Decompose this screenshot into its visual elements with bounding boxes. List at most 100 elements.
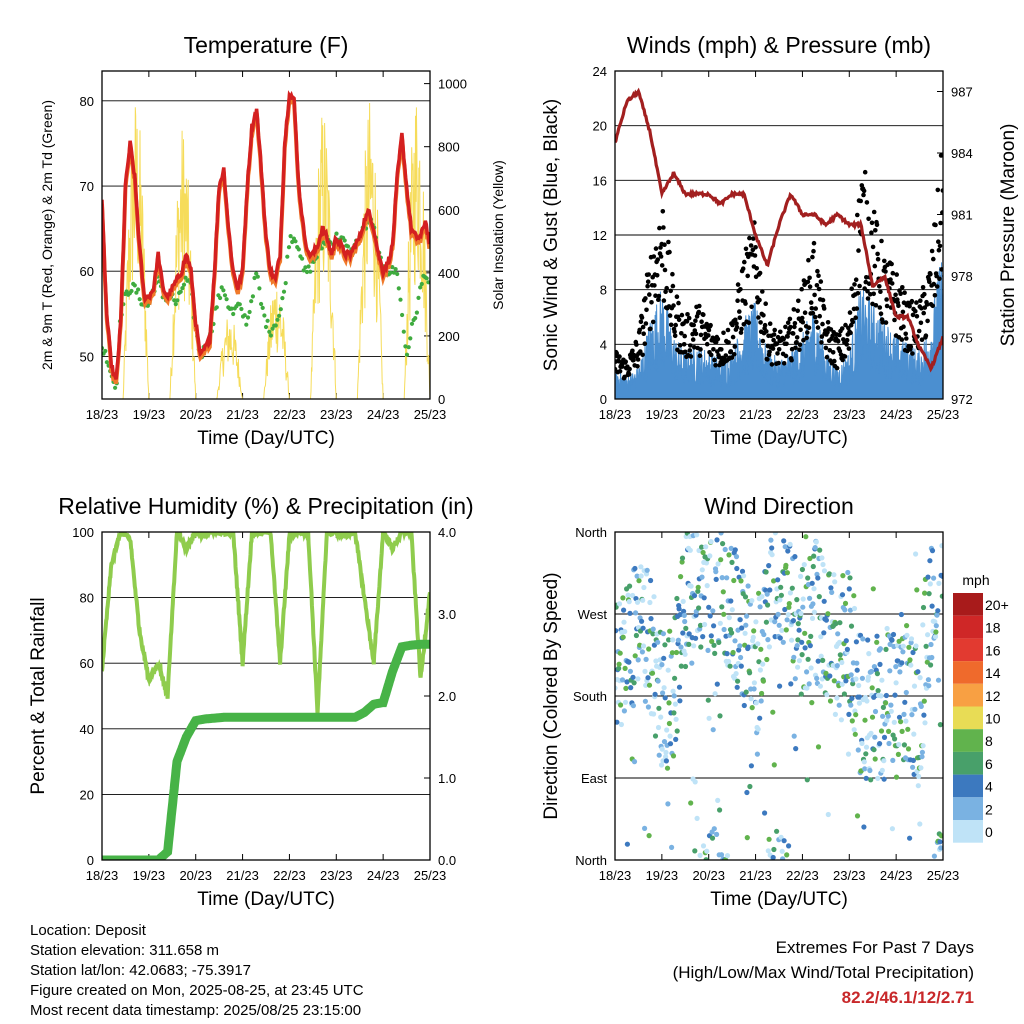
direction-point bbox=[835, 631, 841, 637]
direction-point bbox=[633, 632, 640, 639]
sonic-wind-area bbox=[615, 262, 943, 399]
direction-point bbox=[681, 612, 687, 619]
direction-point bbox=[926, 591, 932, 597]
direction-point bbox=[707, 613, 713, 619]
direction-point bbox=[716, 639, 722, 646]
x-tick-label: 20/23 bbox=[692, 407, 725, 422]
gust-point bbox=[843, 322, 848, 328]
x-axis-label: Time (Day/UTC) bbox=[197, 428, 335, 449]
gust-point bbox=[844, 342, 849, 347]
gust-point bbox=[688, 343, 693, 348]
direction-point bbox=[890, 757, 896, 764]
direction-point bbox=[915, 669, 921, 675]
direction-point bbox=[666, 637, 672, 643]
direction-point bbox=[777, 635, 783, 641]
gust-point bbox=[732, 344, 738, 349]
gust-point bbox=[914, 300, 919, 305]
direction-point bbox=[688, 800, 694, 806]
direction-point bbox=[710, 608, 716, 614]
direction-point bbox=[754, 751, 761, 757]
gust-point bbox=[658, 254, 664, 259]
dewpoint-point bbox=[221, 288, 226, 293]
direction-point bbox=[671, 710, 677, 716]
dewpoint-point bbox=[183, 275, 188, 280]
x-tick-label: 22/23 bbox=[273, 407, 306, 422]
gust-point bbox=[757, 297, 762, 303]
gust-point bbox=[800, 319, 806, 325]
gust-point bbox=[921, 310, 926, 316]
legend-swatch bbox=[953, 729, 983, 752]
y-tick-label: 20 bbox=[80, 787, 94, 802]
direction-point bbox=[922, 720, 928, 726]
gust-point bbox=[651, 254, 657, 259]
direction-point bbox=[919, 749, 926, 755]
direction-point bbox=[688, 583, 694, 589]
gust-point bbox=[828, 327, 834, 332]
direction-point bbox=[762, 810, 768, 816]
y-tick-label: East bbox=[581, 771, 607, 786]
gust-point bbox=[643, 321, 649, 326]
direction-point bbox=[662, 695, 668, 701]
gust-point bbox=[653, 293, 658, 299]
direction-point bbox=[720, 589, 726, 595]
direction-point bbox=[643, 682, 649, 688]
direction-point bbox=[727, 663, 733, 669]
gust-point bbox=[640, 324, 646, 330]
x-tick-label: 21/23 bbox=[739, 868, 772, 883]
direction-point bbox=[662, 642, 668, 648]
direction-point bbox=[630, 674, 636, 680]
y2-tick-label: 400 bbox=[438, 266, 460, 281]
direction-point bbox=[659, 746, 665, 752]
direction-point bbox=[678, 663, 684, 669]
direction-point bbox=[681, 608, 687, 614]
direction-point bbox=[888, 702, 894, 708]
dewpoint-point bbox=[132, 283, 137, 288]
extremes-title: Extremes For Past 7 Days bbox=[775, 938, 974, 957]
gust-point bbox=[656, 293, 662, 299]
dewpoint-point bbox=[172, 298, 177, 303]
direction-point bbox=[781, 538, 787, 544]
direction-point bbox=[708, 633, 714, 639]
gust-point bbox=[840, 357, 845, 363]
direction-point bbox=[676, 606, 682, 612]
direction-point bbox=[633, 610, 639, 616]
gust-point bbox=[892, 317, 897, 323]
gust-point bbox=[673, 322, 678, 328]
dewpoint-point bbox=[113, 385, 118, 390]
direction-point bbox=[803, 534, 809, 540]
dewpoint-point bbox=[129, 288, 134, 294]
gust-point bbox=[873, 303, 879, 308]
direction-point bbox=[665, 801, 671, 807]
gust-point bbox=[743, 301, 748, 306]
direction-point bbox=[757, 667, 764, 673]
gust-point bbox=[820, 297, 826, 303]
direction-point bbox=[851, 605, 858, 612]
direction-point bbox=[786, 601, 792, 607]
direction-point bbox=[917, 675, 923, 681]
panel-title: Wind Direction bbox=[704, 493, 854, 519]
direction-point bbox=[742, 594, 749, 600]
direction-point bbox=[798, 691, 804, 697]
dewpoint-point bbox=[345, 244, 351, 249]
gust-point bbox=[854, 306, 860, 311]
direction-point bbox=[820, 561, 826, 568]
y-tick-label: West bbox=[578, 607, 608, 622]
gust-point bbox=[749, 304, 754, 310]
gust-point bbox=[679, 331, 684, 336]
direction-point bbox=[874, 671, 881, 677]
y2-tick-label: 0 bbox=[438, 392, 445, 407]
direction-point bbox=[907, 835, 913, 841]
direction-point bbox=[829, 589, 835, 596]
direction-point bbox=[760, 678, 767, 684]
direction-point bbox=[667, 733, 673, 739]
direction-point bbox=[753, 700, 759, 706]
dewpoint-point bbox=[303, 265, 308, 270]
direction-point bbox=[682, 651, 688, 657]
legend-swatch bbox=[953, 774, 983, 798]
gust-point bbox=[824, 354, 830, 360]
gust-point bbox=[787, 316, 793, 322]
gust-point bbox=[785, 334, 790, 339]
x-tick-label: 19/23 bbox=[646, 868, 679, 883]
direction-point bbox=[925, 574, 931, 580]
